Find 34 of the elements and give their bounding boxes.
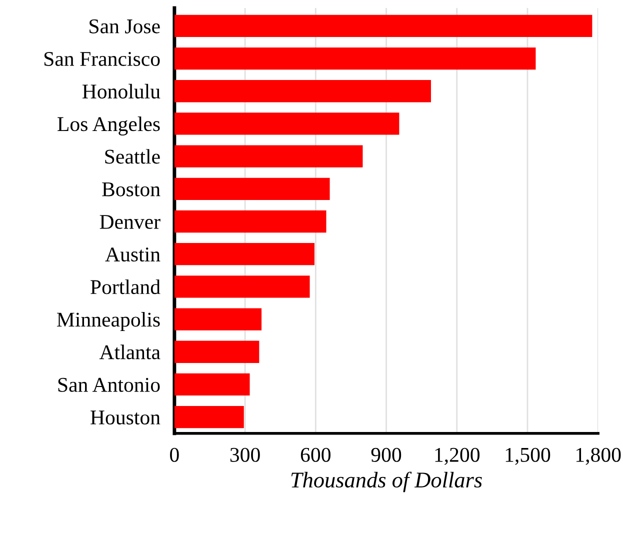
bar bbox=[174, 145, 363, 168]
bar bbox=[174, 243, 314, 266]
y-tick-label: Denver bbox=[100, 215, 160, 229]
y-tick-label: Austin bbox=[105, 248, 160, 262]
bar bbox=[174, 47, 536, 70]
bar bbox=[174, 210, 326, 233]
bar bbox=[174, 276, 310, 298]
bar bbox=[174, 112, 400, 135]
y-tick-label: Atlanta bbox=[99, 344, 160, 360]
y-tick-label: Honolulu bbox=[82, 84, 160, 99]
x-tick-label: 600 bbox=[300, 448, 330, 462]
y-tick-label: Los Angeles bbox=[58, 116, 160, 136]
y-tick-label: San Jose bbox=[90, 19, 160, 34]
y-tick-label: San Antonio bbox=[58, 378, 160, 392]
y-tick-label: Portland bbox=[90, 279, 160, 294]
x-tick-label: 1,200 bbox=[435, 448, 480, 465]
x-tick-label: 0 bbox=[170, 448, 179, 462]
bar bbox=[174, 178, 330, 200]
bar bbox=[174, 406, 244, 428]
bar bbox=[174, 308, 262, 330]
bar bbox=[174, 14, 592, 38]
x-axis-title: Thousands of Dollars bbox=[291, 472, 482, 492]
y-tick-label: San Francisco bbox=[44, 52, 160, 66]
y-tick-label: Minneapolis bbox=[56, 312, 160, 331]
bar bbox=[174, 373, 250, 396]
y-tick-label: Seattle bbox=[105, 149, 160, 164]
x-tick-label: 1,800 bbox=[576, 448, 621, 465]
x-tick-label: 900 bbox=[371, 448, 402, 462]
y-tick-label: Houston bbox=[90, 410, 160, 424]
bar bbox=[174, 80, 431, 102]
x-tick-label: 300 bbox=[230, 448, 260, 462]
y-tick-label: Boston bbox=[102, 182, 160, 196]
x-tick-label: 1,500 bbox=[506, 448, 550, 465]
bar bbox=[174, 340, 260, 363]
